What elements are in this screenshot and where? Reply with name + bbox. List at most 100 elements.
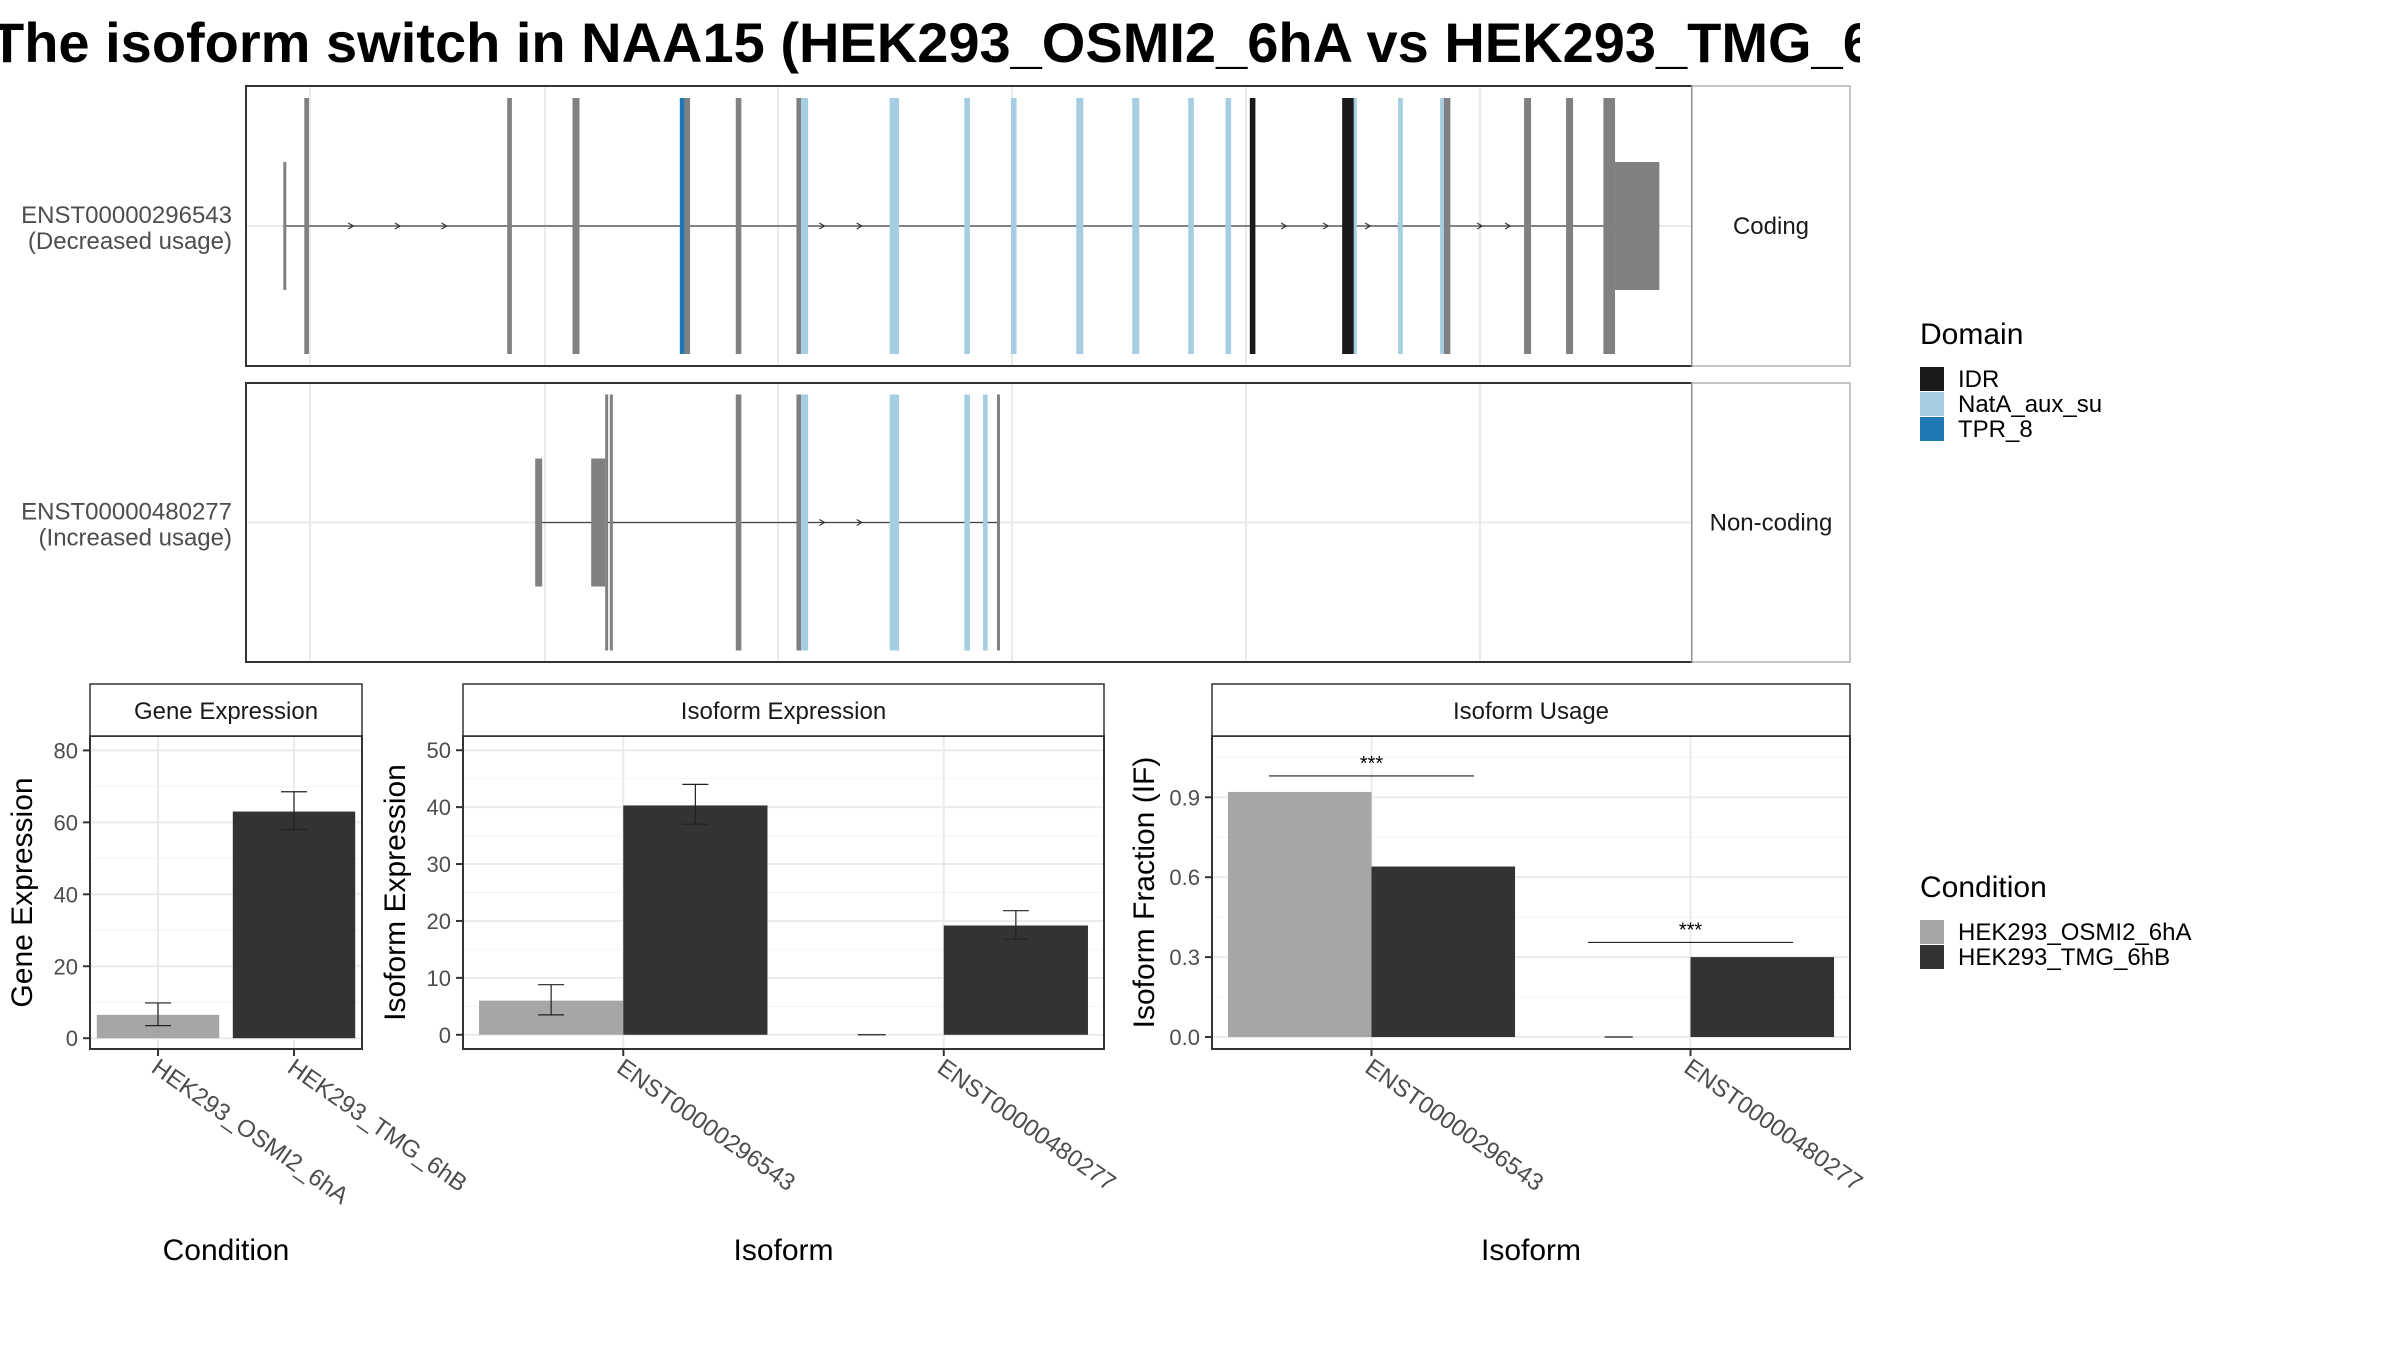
figure-title: The isoform switch in NAA15 (HEK293_OSMI… bbox=[0, 11, 1860, 74]
strand-arrow bbox=[856, 222, 863, 230]
bar bbox=[623, 805, 768, 1035]
legend-key-HEK293_TMG_6hB bbox=[1920, 945, 1944, 969]
x-tick-label: ENST00000480277 bbox=[1679, 1054, 1867, 1197]
x-axis-title: Condition bbox=[163, 1234, 290, 1267]
domain-block-IDR bbox=[1342, 98, 1354, 354]
x-tick-label: ENST00000296543 bbox=[1360, 1054, 1548, 1197]
legend-key-IDR bbox=[1920, 367, 1944, 391]
bar bbox=[1690, 957, 1835, 1038]
strand-arrow bbox=[819, 222, 826, 230]
domain-block-NatA_aux_su bbox=[1353, 98, 1357, 354]
facet-strip-label: Coding bbox=[1733, 213, 1809, 240]
strand-arrow bbox=[1280, 222, 1288, 230]
y-tick-label: 40 bbox=[427, 795, 451, 820]
strand-arrow bbox=[1364, 222, 1372, 230]
y-tick-label: 0 bbox=[439, 1023, 451, 1048]
chart-title: Isoform Expression bbox=[681, 698, 886, 725]
strand-arrow bbox=[1476, 222, 1484, 230]
transcript-id-label: ENST00000480277 bbox=[21, 499, 232, 526]
exon-block bbox=[1603, 98, 1616, 354]
exon-block bbox=[1524, 98, 1532, 354]
facet-strip bbox=[1691, 382, 1851, 663]
bar-chart-2: *** *** Isoform Usage 0.0 0.3 0.6 0.9 ENST00000… bbox=[1128, 683, 1867, 1267]
bar bbox=[96, 1014, 220, 1039]
exon-block bbox=[507, 98, 512, 354]
transcript-panel-ENST00000296543: Coding ENST00000296543(Decreased usage) bbox=[21, 85, 1851, 367]
y-tick-label: 0.3 bbox=[1169, 945, 1200, 970]
domain-block-NatA_aux_su bbox=[982, 394, 988, 651]
domain-block-NatA_aux_su bbox=[1188, 98, 1194, 354]
domain-block-NatA_aux_su bbox=[889, 394, 900, 651]
domain-block-NatA_aux_su bbox=[1010, 98, 1017, 354]
transcript-usage-label: (Decreased usage) bbox=[28, 228, 232, 255]
exon-block bbox=[684, 98, 691, 354]
domain-block-NatA_aux_su bbox=[801, 394, 809, 651]
y-tick-label: 0.0 bbox=[1169, 1025, 1200, 1050]
exon-block bbox=[796, 98, 802, 354]
legend-title: Domain bbox=[1920, 318, 2023, 351]
facet-strip bbox=[89, 683, 363, 737]
exon-block bbox=[591, 458, 606, 587]
domain-block-NatA_aux_su bbox=[801, 98, 809, 354]
x-tick-label: ENST00000480277 bbox=[932, 1054, 1120, 1197]
legend-label: IDR bbox=[1958, 366, 1999, 393]
domain-block-NatA_aux_su bbox=[889, 98, 900, 354]
exon-block bbox=[535, 458, 543, 587]
exon-block bbox=[605, 394, 609, 651]
y-tick-label: 0.6 bbox=[1169, 865, 1200, 890]
exon-block bbox=[796, 394, 802, 651]
facet-strip bbox=[462, 683, 1105, 737]
strand-arrow bbox=[394, 222, 402, 230]
x-tick-label: ENST00000296543 bbox=[612, 1054, 800, 1197]
exon-block bbox=[572, 98, 580, 354]
y-tick-label: 60 bbox=[54, 810, 78, 835]
bar bbox=[1227, 791, 1372, 1038]
strand-arrow bbox=[1504, 222, 1512, 230]
chart-title: Gene Expression bbox=[134, 698, 318, 725]
strand-arrow bbox=[819, 518, 826, 527]
y-tick-label: 0 bbox=[66, 1026, 78, 1051]
legend-key-HEK293_OSMI2_6hA bbox=[1920, 920, 1944, 944]
legend-label: NatA_aux_su bbox=[1958, 391, 2102, 418]
legend-title: Condition bbox=[1920, 871, 2047, 904]
legend-label: TPR_8 bbox=[1958, 416, 2033, 443]
y-tick-label: 50 bbox=[427, 738, 451, 763]
bar bbox=[232, 811, 356, 1039]
exon-block bbox=[609, 394, 613, 651]
domain-block-IDR bbox=[1249, 98, 1256, 354]
y-axis-title: Gene Expression bbox=[6, 777, 39, 1007]
exon-block bbox=[283, 162, 287, 290]
legend-label: HEK293_TMG_6hB bbox=[1958, 944, 2170, 971]
significance-label: *** bbox=[1679, 919, 1703, 941]
exon-block bbox=[1615, 162, 1660, 290]
exon-block bbox=[735, 394, 742, 651]
facet-strip bbox=[1211, 683, 1851, 737]
strand-arrow bbox=[1322, 222, 1330, 230]
y-tick-label: 40 bbox=[54, 882, 78, 907]
transcript-panel-ENST00000480277: Non-coding ENST00000480277(Increased usag… bbox=[21, 382, 1851, 663]
domain-block-NatA_aux_su bbox=[964, 98, 970, 354]
bar bbox=[1371, 866, 1516, 1038]
y-tick-label: 80 bbox=[54, 738, 78, 763]
exon-block bbox=[1566, 98, 1574, 354]
domain-block-TPR_8 bbox=[679, 98, 685, 354]
exon-block bbox=[735, 98, 742, 354]
x-axis-title: Isoform bbox=[733, 1234, 833, 1267]
domain-block-NatA_aux_su bbox=[1398, 98, 1403, 354]
strand-arrow bbox=[347, 222, 355, 230]
legend-key-TPR_8 bbox=[1920, 417, 1944, 441]
domain-block-NatA_aux_su bbox=[1132, 98, 1140, 354]
y-tick-label: 30 bbox=[427, 852, 451, 877]
bar bbox=[943, 925, 1088, 1035]
y-tick-label: 20 bbox=[54, 954, 78, 979]
strand-arrow bbox=[856, 518, 863, 527]
exon-block bbox=[304, 98, 309, 354]
domain-block-NatA_aux_su bbox=[964, 394, 970, 651]
y-tick-label: 10 bbox=[427, 966, 451, 991]
domain-block-NatA_aux_su bbox=[1225, 98, 1232, 354]
legend-label: HEK293_OSMI2_6hA bbox=[1958, 919, 2191, 946]
y-tick-label: 20 bbox=[427, 909, 451, 934]
